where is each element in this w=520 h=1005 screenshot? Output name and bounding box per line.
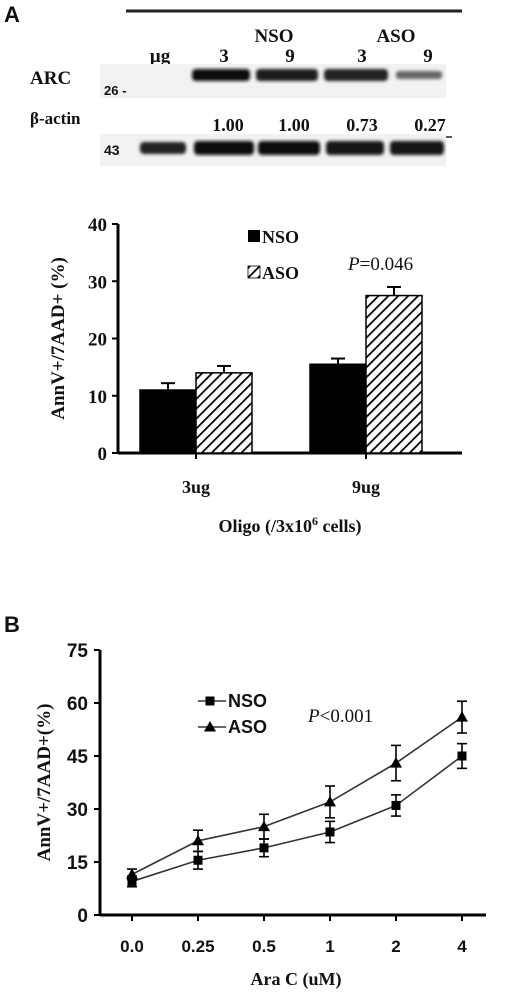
actin-band-ladder bbox=[140, 142, 186, 154]
line-point-aso bbox=[258, 820, 270, 832]
line-y-tick-label: 0 bbox=[77, 906, 88, 927]
arc-band-2 bbox=[256, 69, 318, 81]
line-series-nso bbox=[131, 755, 463, 883]
group-label-nso: NSO bbox=[254, 26, 293, 47]
line-point-aso bbox=[192, 834, 204, 846]
legend-label-aso: ASO bbox=[262, 263, 299, 283]
dose-label-3: 3 bbox=[357, 46, 367, 67]
legend-marker-aso bbox=[204, 721, 216, 732]
line-point-nso bbox=[259, 843, 269, 853]
ratio-3: 0.73 bbox=[346, 115, 378, 135]
line-series-aso bbox=[131, 716, 463, 876]
dose-header: µg bbox=[150, 46, 171, 67]
arc-band-4 bbox=[396, 71, 442, 79]
line-y-tick-label: 60 bbox=[67, 694, 88, 715]
line-x-tick-label: 1 bbox=[325, 937, 334, 956]
bar-x-tick-label: 3ug bbox=[182, 477, 210, 497]
arc-band-3 bbox=[324, 69, 388, 81]
line-point-aso bbox=[456, 711, 468, 722]
line-legend: NSO ASO bbox=[198, 691, 267, 737]
bar-nso-9ug bbox=[309, 363, 367, 454]
line-x-tick-label: 0.5 bbox=[252, 937, 276, 956]
line-chart: 0 15 30 45 60 75 0.0 0.25 0.5 1 2 4 NSO ASO P<0.001 Ann… bbox=[34, 641, 486, 990]
legend-label-nso: NSO bbox=[262, 227, 299, 247]
line-y-tick-label: 30 bbox=[67, 800, 88, 821]
dose-label-2: 9 bbox=[285, 46, 295, 67]
line-y-tick-label: 15 bbox=[67, 853, 89, 874]
line-point-nso bbox=[325, 827, 335, 837]
line-point-nso bbox=[391, 800, 401, 810]
group-label-aso: ASO bbox=[376, 26, 415, 47]
actin-band-3 bbox=[326, 141, 384, 155]
bar-nso-3ug bbox=[139, 389, 197, 454]
bar-y-tick-label: 20 bbox=[88, 330, 107, 351]
line-y-tick-label: 45 bbox=[67, 747, 89, 768]
bar-y-tick-label: 40 bbox=[88, 215, 107, 236]
line-point-nso bbox=[127, 876, 137, 886]
ratio-1: 1.00 bbox=[212, 115, 244, 135]
ratio-4: 0.27 bbox=[414, 115, 446, 135]
marker-26: 26 - bbox=[104, 83, 126, 98]
legend-label-aso: ASO bbox=[228, 717, 267, 737]
arc-label: ARC bbox=[30, 68, 71, 89]
western-blot: NSO ASO µg 3 9 3 9 ARC 26 - β-actin 1.00… bbox=[30, 9, 462, 166]
line-point-aso bbox=[324, 795, 336, 807]
dose-label-1: 3 bbox=[219, 46, 229, 67]
legend-swatch-nso bbox=[248, 230, 260, 242]
bar-y-tick-label: 30 bbox=[88, 272, 107, 293]
ratio-2: 1.00 bbox=[278, 115, 310, 135]
line-y-tick-label: 75 bbox=[67, 641, 89, 662]
line-y-axis-label: AnnV+/7AAD+(%) bbox=[34, 704, 55, 862]
panel-label-b: B bbox=[4, 612, 20, 637]
line-p-value: P<0.001 bbox=[307, 706, 373, 727]
bar-chart: 0 10 20 30 40 3ug 9ug NSO ASO P=0.046 AnnV+/7AAD+ … bbox=[48, 215, 462, 537]
legend-marker-nso bbox=[205, 696, 215, 706]
bar-legend: NSO ASO bbox=[247, 227, 299, 283]
line-x-tick-label: 4 bbox=[457, 937, 467, 956]
line-point-nso bbox=[193, 855, 203, 865]
line-point-nso bbox=[457, 751, 467, 761]
bar-x-axis-label: Oligo (/3x106 cells) bbox=[219, 514, 362, 537]
bar-x-tick-label: 9ug bbox=[352, 477, 380, 497]
line-x-axis-label: Ara C (uM) bbox=[251, 969, 342, 990]
marker-43: 43 bbox=[104, 142, 120, 158]
line-point-aso bbox=[126, 868, 138, 879]
bar-aso-9ug bbox=[365, 294, 423, 454]
actin-label: β-actin bbox=[30, 109, 81, 128]
actin-band-1 bbox=[194, 141, 254, 155]
line-point-aso bbox=[390, 757, 402, 768]
line-x-tick-label: 0.0 bbox=[120, 937, 144, 956]
bar-aso-3ug bbox=[195, 372, 253, 454]
bar-y-axis-label: AnnV+/7AAD+ (%) bbox=[48, 257, 69, 420]
legend-swatch-aso bbox=[247, 265, 261, 279]
line-x-tick-label: 2 bbox=[391, 937, 400, 956]
actin-band-2 bbox=[258, 141, 320, 155]
bar-y-tick-label: 0 bbox=[98, 444, 108, 465]
bar-y-tick-label: 10 bbox=[88, 387, 107, 408]
dose-label-4: 9 bbox=[423, 46, 433, 67]
panel-label-a: A bbox=[4, 2, 20, 27]
arc-band-1 bbox=[192, 69, 250, 81]
legend-label-nso: NSO bbox=[228, 691, 267, 711]
bar-p-value: P=0.046 bbox=[347, 254, 413, 275]
actin-band-4 bbox=[390, 141, 444, 155]
line-x-tick-label: 0.25 bbox=[181, 937, 214, 956]
